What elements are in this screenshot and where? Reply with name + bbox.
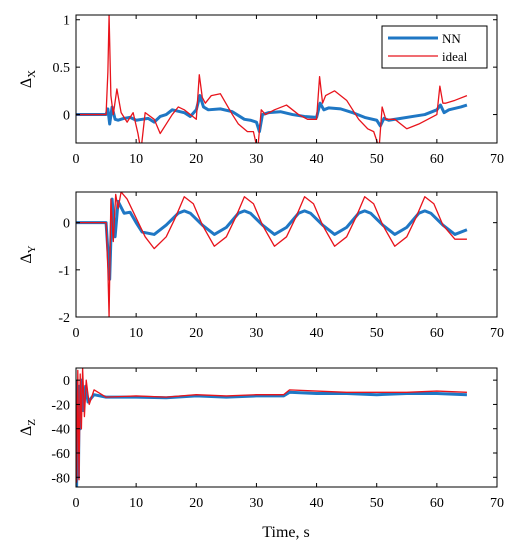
series-group [76,15,468,143]
x-tick-label: 40 [310,496,324,511]
x-tick-label: 50 [370,152,384,167]
y-tick-label: -20 [51,398,70,413]
x-tick-label: 10 [129,152,143,167]
y-axis-label: ΔY [18,245,38,263]
x-tick-label: 30 [249,496,263,511]
series-group [76,368,467,487]
x-tick-label: 0 [73,152,80,167]
y-tick-label: 1 [63,14,70,29]
x-tick-label: 40 [310,152,324,167]
x-tick-label: 50 [370,326,384,341]
legend-box [381,25,488,69]
panel-3: 0 10 20 30 40 50 60 70 -80 -60 -40 -20 0 ΔZ [18,367,504,511]
x-tick-label: 70 [490,326,504,341]
x-tick-label: 20 [189,496,203,511]
x-axis-label: Time, s [262,524,309,541]
x-tick-label: 60 [430,496,444,511]
y-tick-label: 0 [63,109,70,124]
series-line-nn [76,197,468,281]
x-tick-label: 30 [249,326,263,341]
x-tick-label: 0 [73,496,80,511]
y-tick-label: 0 [63,217,70,232]
legend: NN ideal [381,25,488,69]
x-tick-label: 10 [129,326,143,341]
x-tick-label: 40 [310,326,324,341]
x-tick-label: 0 [73,326,80,341]
axes-box [75,14,498,144]
x-tick-label: 50 [370,496,384,511]
x-tick-label: 70 [490,496,504,511]
panels-group: 0 10 20 30 40 50 60 70 0 0.5 1 ΔX NN ideal 0 10 20 30 40 50… [18,14,504,511]
series-line-ideal [76,368,467,483]
series-group [76,192,468,317]
axes-box [75,191,498,318]
panel-1: 0 10 20 30 40 50 60 70 0 0.5 1 ΔX NN ideal [18,14,504,167]
legend-label-nn: NN [442,31,461,46]
series-line-ideal [76,192,467,317]
y-tick-label: -40 [51,423,70,438]
y-tick-label: -60 [51,447,70,462]
y-tick-label: -80 [51,471,70,486]
y-tick-label: -1 [58,264,70,279]
series-line-nn [76,378,467,487]
x-tick-label: 60 [430,326,444,341]
y-tick-label: 0.5 [53,61,71,76]
x-tick-label: 20 [189,326,203,341]
x-tick-label: 20 [189,152,203,167]
axes-box [75,367,498,488]
y-axis-label: ΔX [18,70,38,88]
x-tick-label: 30 [249,152,263,167]
panel-2: 0 10 20 30 40 50 60 70 -2 -1 0 ΔY [18,191,504,341]
series-line-ideal [76,15,468,143]
y-tick-label: 0 [63,374,70,389]
y-tick-label: -2 [58,311,70,326]
series-line-nn [76,94,468,134]
x-tick-label: 10 [129,496,143,511]
x-tick-label: 60 [430,152,444,167]
y-axis-label: ΔZ [18,419,38,436]
legend-label-ideal: ideal [442,49,468,64]
x-tick-label: 70 [490,152,504,167]
